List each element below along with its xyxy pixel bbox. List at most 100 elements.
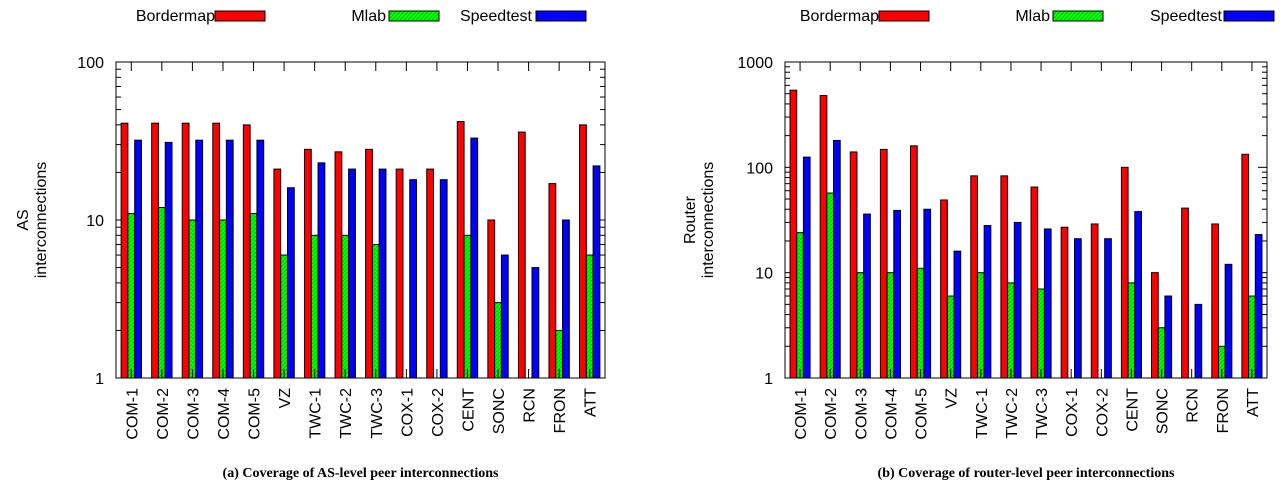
chart-a-bar-bordermap-com-1 xyxy=(120,122,129,379)
chart-panel-b: Bordermap Mlab Speedtest Routerinterconnect… xyxy=(660,0,1283,487)
chart-a-bar-speedtest-rcn xyxy=(531,267,540,379)
chart-a-plot-frame xyxy=(115,61,606,379)
chart-b-x-tick-label: FRON xyxy=(1215,388,1232,433)
chart-b-bar-bordermap-twc-1 xyxy=(970,175,978,379)
chart-a-bar-bordermap-att xyxy=(579,124,587,379)
chart-b-x-tick-label: SONC xyxy=(1155,388,1172,434)
chart-b-x-tick-label: CENT xyxy=(1124,388,1141,432)
chart-b-bar-mlab-com-5 xyxy=(916,267,925,379)
chart-a-bar-speedtest-sonc xyxy=(500,254,509,379)
chart-a-bar-bordermap-sonc xyxy=(487,219,496,379)
chart-panel-a: Bordermap Mlab Speedtest ASinterconnections… xyxy=(0,0,640,487)
chart-a-legend-swatch-speedtest xyxy=(535,10,587,22)
chart-a-bar-mlab-cent xyxy=(463,234,472,379)
chart-a-bar-mlab-com-1 xyxy=(127,212,136,379)
chart-a-bar-mlab-vz xyxy=(280,254,288,379)
chart-a-bar-mlab-com-4 xyxy=(219,219,227,379)
chart-b-bar-bordermap-twc-3 xyxy=(1030,186,1039,379)
chart-b-bar-speedtest-vz xyxy=(953,250,962,379)
chart-a-bar-speedtest-twc-1 xyxy=(317,162,326,379)
chart-a-bar-speedtest-twc-3 xyxy=(378,168,387,379)
chart-a-x-tick-label: COM-1 xyxy=(124,388,141,440)
chart-b-legend-swatch-mlab xyxy=(1052,10,1104,22)
chart-b-bar-speedtest-twc-3 xyxy=(1043,228,1052,379)
chart-a-bar-bordermap-com-5 xyxy=(242,124,251,379)
chart-a-y-tick-label: 1 xyxy=(95,371,104,388)
chart-b-x-tick-label: TWC-1 xyxy=(974,388,991,439)
chart-a-x-tick-label: COX-2 xyxy=(430,388,447,437)
chart-a-bar-speedtest-cent xyxy=(470,137,479,379)
chart-b-bar-bordermap-cox-2 xyxy=(1090,223,1099,379)
chart-a-x-tick-label: FRON xyxy=(552,388,569,433)
chart-a-bar-mlab-com-3 xyxy=(188,219,197,379)
chart-b-bar-mlab-twc-1 xyxy=(976,272,985,379)
chart-a-x-tick-label: ATT xyxy=(583,388,600,417)
chart-b-x-tick-label: COX-1 xyxy=(1064,388,1081,437)
chart-b-x-tick-label: COM-3 xyxy=(853,388,870,440)
chart-b-y-tick-label: 1000 xyxy=(737,55,773,72)
chart-a-bar-speedtest-cox-2 xyxy=(439,179,448,379)
chart-a-x-tick-label: COM-5 xyxy=(247,388,264,440)
chart-b-bar-mlab-com-2 xyxy=(826,192,835,379)
chart-a-x-tick-label: SONC xyxy=(491,388,508,434)
chart-a-bar-mlab-twc-2 xyxy=(341,234,350,379)
chart-a-bar-speedtest-att xyxy=(592,165,601,379)
chart-a-legend-label-speedtest: Speedtest xyxy=(460,8,533,25)
chart-b-bar-mlab-twc-2 xyxy=(1007,282,1015,379)
chart-a-svg: Bordermap Mlab Speedtest ASinterconnections… xyxy=(15,8,606,481)
chart-a-bar-speedtest-com-5 xyxy=(256,139,265,379)
chart-b-y-axis-label: Routerinterconnections xyxy=(682,162,717,279)
chart-b-x-tick-label: COM-5 xyxy=(914,388,931,440)
chart-a-x-tick-label: TWC-1 xyxy=(308,388,325,439)
chart-b-bar-speedtest-rcn xyxy=(1194,303,1203,379)
chart-b-bar-bordermap-vz xyxy=(940,199,948,379)
chart-b-bar-speedtest-att xyxy=(1254,234,1263,379)
chart-b-bar-speedtest-com-5 xyxy=(923,208,932,379)
chart-b-svg: Bordermap Mlab Speedtest Routerinterconnect… xyxy=(682,8,1275,481)
chart-a-y-axis-label: ASinterconnections xyxy=(15,162,50,279)
chart-b-legend-swatch-bordermap xyxy=(878,10,930,22)
chart-b-bar-bordermap-sonc xyxy=(1151,272,1159,379)
chart-a-bar-bordermap-cox-1 xyxy=(395,168,404,379)
chart-b-bar-bordermap-att xyxy=(1241,153,1250,379)
chart-b-y-tick-label: 100 xyxy=(746,160,773,177)
chart-b-bar-bordermap-com-4 xyxy=(879,148,888,379)
chart-b-bar-speedtest-cox-2 xyxy=(1104,238,1112,379)
chart-a-bar-bordermap-fron xyxy=(548,183,557,379)
chart-b-y-tick-label: 1 xyxy=(764,371,773,388)
chart-b-bar-mlab-cent xyxy=(1127,282,1136,379)
chart-a-x-tick-label: COX-1 xyxy=(399,388,416,437)
chart-b-bar-bordermap-com-1 xyxy=(789,89,798,379)
chart-a-bar-mlab-sonc xyxy=(494,302,502,379)
chart-a-bar-bordermap-twc-1 xyxy=(303,148,312,379)
chart-b-plot-frame xyxy=(784,61,1268,379)
chart-a-x-tick-label: COM-4 xyxy=(216,388,233,440)
chart-b-bar-bordermap-rcn xyxy=(1181,207,1189,379)
chart-a-bar-bordermap-cent xyxy=(456,121,465,379)
chart-b-bar-bordermap-com-3 xyxy=(849,151,858,379)
chart-a-x-tick-label: VZ xyxy=(277,388,294,409)
chart-b-bar-bordermap-fron xyxy=(1211,223,1219,379)
chart-a-legend-label-mlab: Mlab xyxy=(351,8,386,25)
chart-b-bar-speedtest-twc-1 xyxy=(983,225,992,379)
chart-a-legend-label-bordermap: Bordermap xyxy=(136,8,215,25)
chart-a-caption: (a) Coverage of AS-level peer interconne… xyxy=(223,466,499,481)
chart-a-bar-bordermap-twc-3 xyxy=(365,148,373,379)
chart-b-bar-mlab-twc-3 xyxy=(1037,288,1045,379)
chart-b-bar-speedtest-sonc xyxy=(1164,295,1173,379)
chart-b-x-tick-label: COM-4 xyxy=(883,388,900,440)
chart-b-bar-bordermap-cent xyxy=(1120,166,1129,379)
chart-a-bar-speedtest-com-1 xyxy=(134,139,142,379)
chart-a-bar-bordermap-com-3 xyxy=(181,122,190,379)
chart-b-bar-speedtest-com-3 xyxy=(863,213,871,379)
chart-a-bar-speedtest-fron xyxy=(562,219,570,379)
chart-a-bar-bordermap-cox-2 xyxy=(426,168,435,379)
chart-a-legend-swatch-mlab xyxy=(388,10,440,22)
chart-b-bar-bordermap-com-2 xyxy=(819,95,828,379)
chart-b-bar-mlab-att xyxy=(1248,295,1256,379)
chart-b-x-tick-label: TWC-3 xyxy=(1034,388,1051,439)
chart-b-bar-speedtest-fron xyxy=(1224,263,1233,379)
chart-b-x-tick-label: COM-2 xyxy=(823,388,840,440)
chart-b-bar-speedtest-com-2 xyxy=(833,139,841,379)
chart-a-bar-mlab-twc-1 xyxy=(310,234,319,379)
